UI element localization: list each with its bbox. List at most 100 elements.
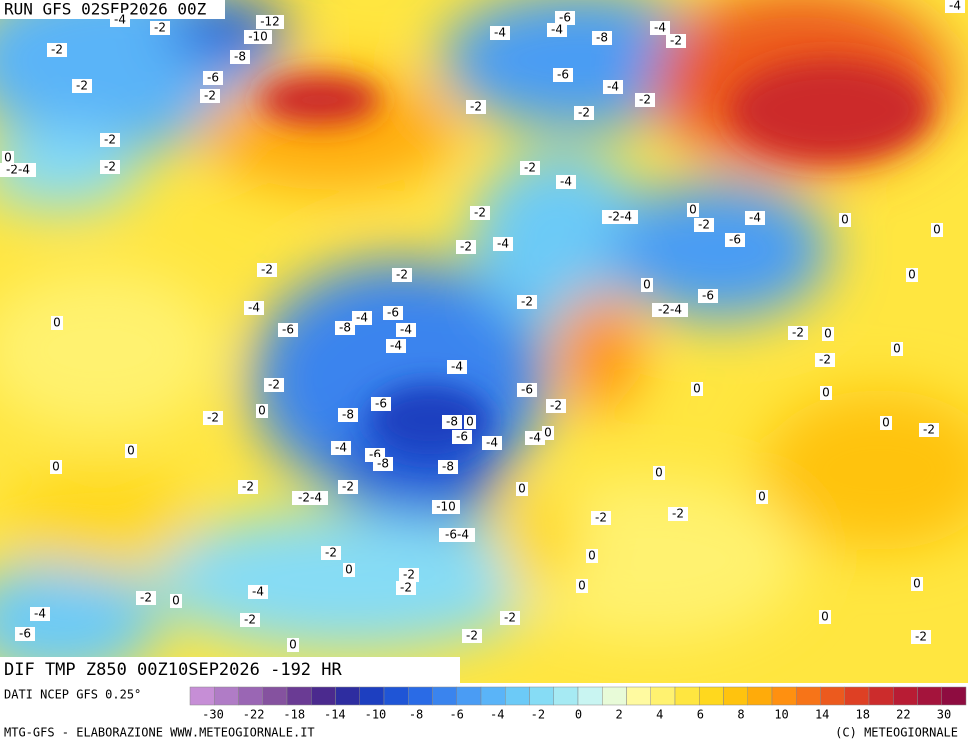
label-box (542, 426, 554, 440)
label-box (392, 268, 412, 282)
contour-label: -4 (949, 0, 961, 13)
contour-label: -6 (387, 306, 399, 320)
contour-label: -2 (504, 611, 516, 625)
label-box (698, 289, 718, 303)
label-box (338, 480, 358, 494)
contour-label: 0 (908, 268, 916, 282)
contour-label: -2 (672, 507, 684, 521)
contour-label: -2-4 (6, 163, 30, 177)
contour-label: -4 (114, 13, 126, 27)
contour-label: -6 (456, 430, 468, 444)
legend-tick-label: -8 (409, 708, 423, 722)
contour-label: -2 (204, 89, 216, 103)
contour-label: -2 (104, 160, 116, 174)
label-box (203, 71, 223, 85)
contour-label: -2 (550, 399, 562, 413)
label-box (694, 218, 714, 232)
legend-swatch (893, 686, 918, 706)
contour-label: -12 (260, 15, 280, 29)
contour-label: 0 (758, 490, 766, 504)
contour-label: -4 (390, 339, 402, 353)
label-box (278, 323, 298, 337)
contour-label: -2-4 (298, 491, 322, 505)
label-box (517, 295, 537, 309)
contour-label: -2 (396, 268, 408, 282)
contour-label: -2 (244, 613, 256, 627)
label-box (248, 585, 268, 599)
contour-label: -2 (698, 218, 710, 232)
label-box (668, 507, 688, 521)
label-box (439, 528, 475, 542)
contour-label: -10 (436, 500, 456, 514)
label-box (456, 240, 476, 254)
contour-label: -4 (551, 23, 563, 37)
label-box (650, 21, 670, 35)
label-box (641, 278, 653, 292)
contour-label: 0 (53, 316, 61, 330)
legend-tick-label: 2 (615, 708, 622, 722)
contour-label: 0 (588, 549, 596, 563)
label-box (447, 360, 467, 374)
label-box (911, 577, 923, 591)
label-box (517, 383, 537, 397)
label-box (635, 93, 655, 107)
contour-label: -2 (51, 43, 63, 57)
label-box (547, 23, 567, 37)
label-box (756, 490, 768, 504)
contour-label: -2 (819, 353, 831, 367)
legend-tick-label: -30 (202, 708, 224, 722)
legend-swatch (311, 686, 336, 706)
legend-swatch (771, 686, 797, 706)
legend-tick-label: -6 (449, 708, 463, 722)
contour-label: 0 (893, 342, 901, 356)
label-box (452, 430, 472, 444)
label-box (556, 175, 576, 189)
map-title: DIF TMP Z850 00Z10SEP2026 -192 HR (4, 660, 343, 680)
contour-label: -4 (356, 311, 368, 325)
label-box (264, 378, 284, 392)
contour-label: -6 (19, 627, 31, 641)
contour-label: 0 (345, 563, 353, 577)
label-box (945, 0, 965, 13)
contour-label: -8 (377, 457, 389, 471)
label-box (352, 311, 372, 325)
label-box (371, 397, 391, 411)
legend-tick-label: -2 (531, 708, 545, 722)
label-box (464, 415, 476, 429)
label-box (919, 423, 939, 437)
label-box (2, 151, 14, 165)
label-box (292, 491, 328, 505)
legend-swatch (626, 686, 651, 706)
contour-label: -4 (486, 436, 498, 450)
legend-tick-label: 14 (815, 708, 829, 722)
contour-label: -8 (596, 31, 608, 45)
label-box (200, 89, 220, 103)
footer-right: (C) METEOGIORNALE (835, 726, 958, 740)
label-box (592, 31, 612, 45)
legend-swatch (214, 686, 239, 706)
contour-label: -4 (529, 431, 541, 445)
contour-label: 0 (578, 579, 586, 593)
legend-tick-label: 4 (656, 708, 663, 722)
contour-label: 0 (821, 610, 829, 624)
contour-label: -2 (342, 480, 354, 494)
label-box (906, 268, 918, 282)
contour-label: -2 (325, 546, 337, 560)
contour-label: -2 (466, 629, 478, 643)
contour-label: 0 (518, 482, 526, 496)
legend-swatch (408, 686, 433, 706)
label-box (815, 353, 835, 367)
label-box (256, 404, 268, 418)
label-box (931, 223, 943, 237)
contour-label: -2 (140, 591, 152, 605)
label-box (839, 213, 851, 227)
label-box (100, 133, 120, 147)
contour-label: -6 (729, 233, 741, 247)
label-box (819, 610, 831, 624)
legend-swatch (505, 686, 530, 706)
legend-swatch (383, 686, 409, 706)
label-box (725, 233, 745, 247)
label-box (335, 321, 355, 335)
legend-swatch (262, 686, 288, 706)
label-box (470, 206, 490, 220)
